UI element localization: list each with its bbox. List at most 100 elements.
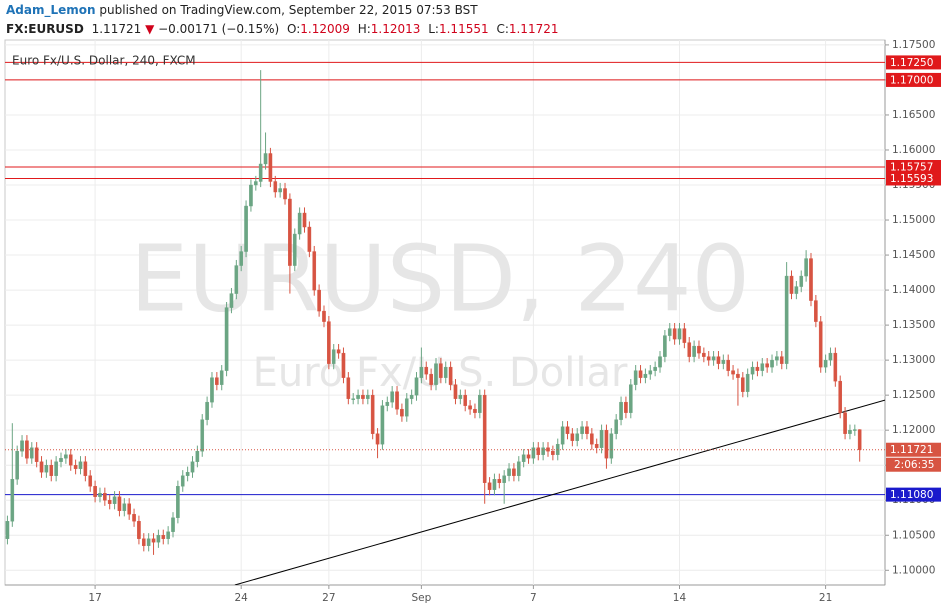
candle-body: [49, 465, 54, 476]
candle-body: [794, 286, 799, 294]
candle-body: [166, 531, 170, 539]
candle-body: [828, 352, 833, 361]
candle-body: [39, 461, 44, 473]
candle-body: [443, 366, 448, 378]
x-tick-label: 27: [322, 592, 335, 604]
candle-body: [526, 454, 531, 459]
candle-body: [171, 517, 175, 532]
x-tick-label: 7: [530, 592, 537, 604]
candle-body: [570, 433, 575, 441]
candle-body: [370, 394, 375, 434]
candle-body: [54, 461, 58, 476]
candle-body: [137, 521, 141, 539]
candle-body: [434, 363, 438, 385]
watermark: EURUSD, 240: [130, 225, 750, 332]
candle-body: [317, 289, 321, 312]
y-tick-label: 1.10000: [892, 564, 935, 576]
candle-body: [409, 394, 414, 399]
candle-body: [770, 359, 774, 368]
candle-body: [804, 258, 808, 277]
candle-body: [366, 394, 370, 399]
candle-body: [161, 535, 166, 539]
candle-body: [254, 181, 258, 186]
author-link[interactable]: Adam_Lemon: [6, 3, 96, 17]
candle-body: [419, 366, 424, 378]
y-tick-label: 1.16000: [892, 144, 935, 156]
candle-body: [424, 366, 429, 375]
axes: 1.100001.105001.110001.115001.120001.125…: [88, 39, 941, 604]
candle-body: [10, 479, 15, 522]
candle-body: [594, 443, 599, 448]
candle-body: [400, 408, 404, 417]
candle-body: [614, 419, 618, 434]
candle-body: [702, 352, 706, 357]
candle-body: [375, 433, 380, 445]
candle-body: [677, 328, 682, 340]
current-price-box: [886, 442, 941, 457]
candle-body: [818, 321, 823, 368]
candle-body: [414, 377, 419, 396]
candle-body: [497, 479, 502, 483]
x-tick-label: 14: [673, 592, 687, 604]
candle-body: [706, 356, 711, 361]
candle-body: [244, 205, 248, 252]
candle-body: [575, 433, 580, 441]
candle-body: [833, 352, 838, 382]
candle-body: [268, 153, 273, 182]
y-tick-label: 1.13500: [892, 319, 935, 331]
candle-body: [853, 429, 857, 431]
candle-body: [200, 419, 205, 452]
candle-body: [755, 366, 760, 371]
symbol: FX:EURUSD: [6, 22, 84, 36]
candle-body: [726, 359, 730, 371]
candle-body: [736, 373, 740, 378]
candle-body: [716, 356, 721, 364]
last-price: 1.11721: [91, 22, 142, 36]
high-label: H:: [357, 22, 371, 36]
candle-body: [536, 447, 541, 455]
candle-body: [239, 251, 243, 266]
y-tick-label: 1.16500: [892, 109, 935, 121]
candle-body: [292, 233, 297, 266]
candle-body: [361, 394, 365, 399]
close-value: 1.11721: [508, 22, 559, 36]
candle-body: [132, 514, 136, 522]
level-label-box: [886, 171, 941, 186]
candle-body: [141, 538, 146, 546]
low-value: 1.11551: [438, 22, 489, 36]
candle-body: [585, 426, 589, 434]
candle-body: [336, 349, 341, 354]
candle-body: [122, 503, 127, 511]
y-tick-label: 1.12500: [892, 389, 935, 401]
x-tick-label: 17: [88, 592, 101, 604]
candle-body: [633, 370, 638, 385]
candle-body: [580, 426, 584, 434]
candle-body: [185, 472, 190, 476]
candle-body: [234, 265, 239, 294]
candle-body: [117, 496, 122, 511]
candle-body: [278, 188, 282, 193]
candle-body: [156, 535, 161, 543]
candle-body: [731, 370, 735, 375]
candle-body: [73, 465, 78, 469]
low-label: L:: [428, 22, 439, 36]
candle-body: [302, 212, 307, 228]
candle-body: [565, 426, 570, 434]
publish-info: published on TradingView.com, September …: [99, 3, 478, 17]
candle-body: [93, 486, 97, 497]
candle-body: [667, 328, 672, 336]
candle-body: [643, 373, 648, 378]
high-value: 1.12013: [370, 22, 421, 36]
candle-body: [44, 465, 49, 473]
candle-body: [34, 447, 39, 462]
candle-body: [151, 538, 156, 543]
candle-body: [88, 475, 93, 487]
candle-body: [463, 394, 468, 406]
candle-body: [848, 429, 852, 434]
x-tick-label: Sep: [411, 592, 431, 604]
y-tick-label: 1.14000: [892, 284, 935, 296]
y-tick-label: 1.14500: [892, 249, 935, 261]
candle-body: [448, 366, 453, 385]
level-label-box: [886, 160, 941, 175]
direction-arrow: ▼: [145, 22, 155, 36]
